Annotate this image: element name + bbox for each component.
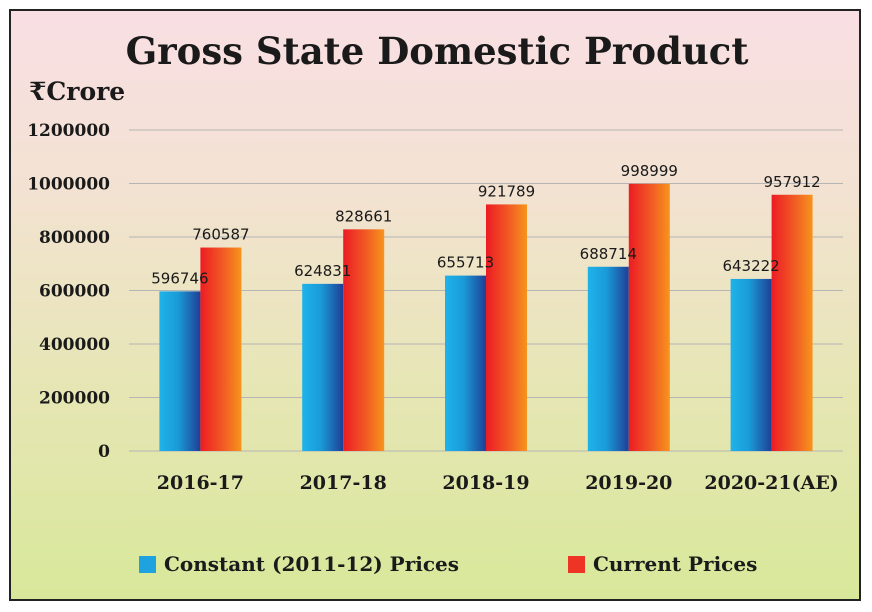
y-tick-label: 1200000 (27, 121, 110, 141)
chart-title: Gross State Domestic Product (126, 29, 749, 73)
data-label: 624831 (294, 262, 351, 280)
x-tick-label: 2020-21(AE) (704, 472, 838, 494)
chart-frame: Gross State Domestic Product ₹Crore 0 200… (9, 9, 861, 601)
y-tick-label: 400000 (39, 335, 110, 355)
data-labels: 596746 760587 624831 828661 655713 921789 6887… (151, 162, 820, 288)
bar-current-2020-21(AE) (771, 194, 813, 451)
bar-constant-2016-17 (159, 291, 201, 451)
bar-current-2018-19 (486, 204, 527, 451)
y-tick-label: 1000000 (27, 175, 110, 195)
y-axis-unit-label: ₹Crore (29, 77, 125, 106)
bars (159, 183, 813, 451)
bar-constant-2019-20 (587, 266, 629, 451)
x-tick-label: 2019-20 (585, 472, 672, 494)
bar-constant-2020-21(AE) (730, 278, 772, 451)
data-label: 921789 (478, 182, 535, 200)
x-tick-label: 2016-17 (157, 472, 244, 494)
gsdp-bar-chart: Gross State Domestic Product ₹Crore 0 200… (27, 29, 843, 576)
bar-constant-2018-19 (445, 275, 486, 451)
y-tick-label: 200000 (39, 389, 110, 409)
data-label: 828661 (335, 207, 392, 225)
x-tick-label: 2017-18 (300, 472, 387, 494)
bar-current-2016-17 (200, 247, 242, 451)
x-tick-label: 2018-19 (442, 472, 529, 494)
y-tick-label: 0 (98, 442, 110, 462)
y-tick-label: 800000 (39, 228, 110, 248)
legend-swatch-current (568, 556, 585, 573)
legend-label: Current Prices (593, 552, 757, 576)
x-axis-ticks: 2016-17 2017-18 2018-19 2019-20 2020-21(AE) (157, 472, 839, 494)
y-axis-ticks: 0 200000 400000 600000 800000 1000000 1200000 (27, 121, 110, 462)
data-label: 998999 (621, 162, 678, 180)
legend-swatch-constant (139, 556, 156, 573)
bar-current-2017-18 (343, 229, 385, 451)
bar-current-2019-20 (628, 183, 670, 451)
data-label: 643222 (722, 257, 779, 275)
data-label: 596746 (151, 269, 208, 287)
legend-label: Constant (2011-12) Prices (164, 552, 459, 576)
data-label: 655713 (437, 254, 494, 272)
data-label: 760587 (192, 226, 249, 244)
y-tick-label: 600000 (39, 282, 110, 302)
data-label: 957912 (763, 173, 820, 191)
bar-constant-2017-18 (302, 283, 344, 451)
legend: Constant (2011-12) Prices Current Prices (139, 552, 757, 576)
data-label: 688714 (580, 245, 637, 263)
